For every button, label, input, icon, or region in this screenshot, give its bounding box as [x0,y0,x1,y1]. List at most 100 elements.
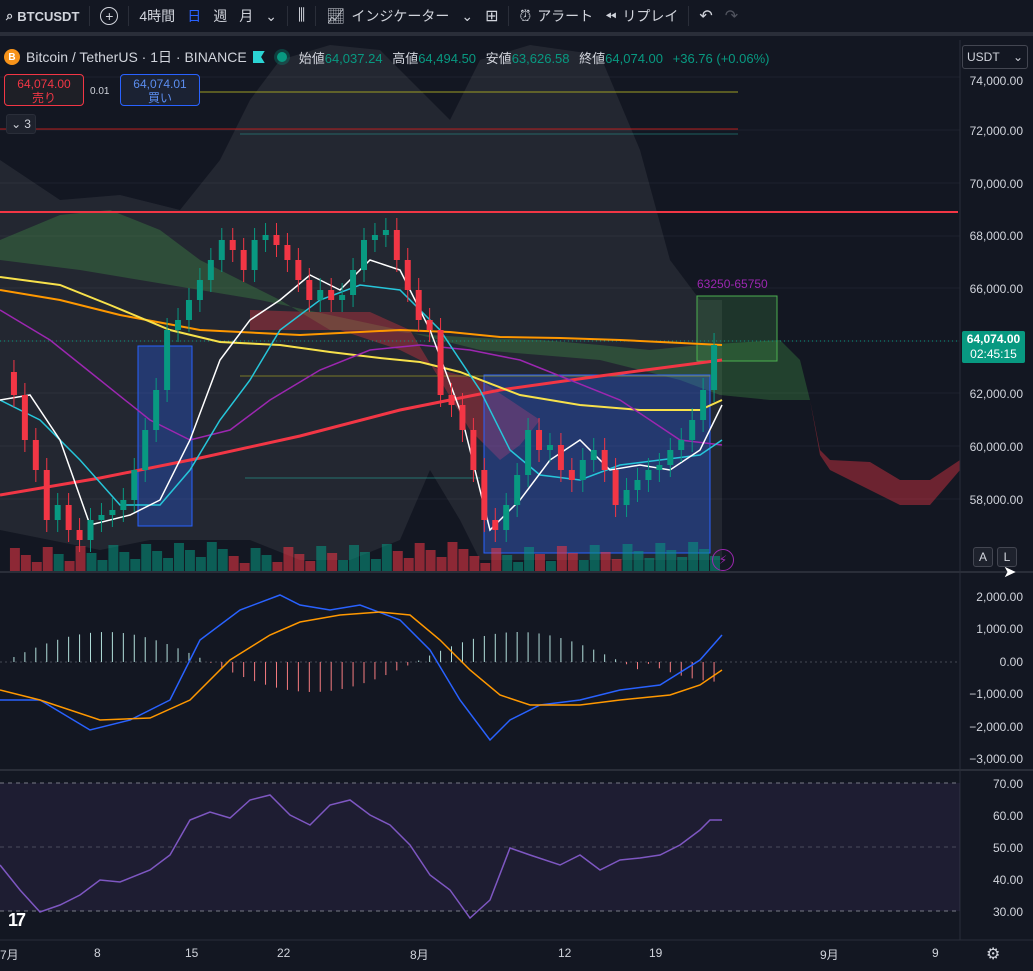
volume-bar [184,550,195,571]
candle-body [65,505,72,530]
replay-label: リプレイ [622,8,679,24]
volume-bar [75,546,86,571]
redo-icon: ↷ [724,8,739,25]
volume-bar [600,552,611,571]
buy-label: 買い [147,91,172,105]
replay-button[interactable]: ⏪︎ リプレイ [599,0,684,32]
volume-bar [64,561,75,571]
plus-icon: + [100,7,119,25]
volume-bar [469,556,480,571]
ma-white [0,259,723,532]
interval-1m[interactable]: 月 [239,8,254,24]
price-axis-label: 66,000.00 [969,282,1023,296]
indicators-button[interactable]: 📈︎ インジケーター [320,0,455,32]
volume-bar [42,547,53,571]
candle-body [579,460,586,480]
price-axis-label: 72,000.00 [969,124,1023,138]
candle-body [185,300,192,320]
time-axis-label: 12 [558,946,572,960]
candle-body [131,470,138,500]
macd-line [0,594,723,742]
macd-axis-label: 1,000.00 [976,622,1023,636]
volume-bar [392,551,403,571]
candle-body [350,270,357,295]
ichimoku-cloud-green [0,210,810,400]
time-axis-label: 15 [185,946,199,960]
candle-body [295,260,302,280]
log-scale-button[interactable]: L [997,547,1017,567]
sell-price: 64,074.00 [17,77,71,91]
price-axis-label: 60,000.00 [969,440,1023,454]
lightning-icon[interactable]: ⚡︎ [712,549,734,571]
symbol-search[interactable]: ⌕ BTCUSDT [0,0,85,32]
volume-bar [163,558,174,571]
time-axis-label: 7月 [0,948,19,962]
alert-button[interactable]: ⏰︎ アラート [513,0,599,32]
candle-body [503,505,510,530]
ma-red [0,358,723,497]
macd-axis-label: −1,000.00 [969,687,1023,701]
volume-bar [688,542,699,571]
spread-value: 0.01 [90,86,110,97]
ohlc-values: 始値64,037.24 高値64,494.50 安値63,626.58 終値64… [298,50,770,66]
candle-body [470,430,477,470]
volume-bar [666,550,677,571]
layout-button[interactable]: ⊞ [479,0,504,32]
divider [315,6,317,26]
candle-body [612,470,619,505]
volume-bar [447,542,458,571]
range-box-label: 63250-65750 [697,277,768,291]
candle-body [371,235,378,240]
interval-1w[interactable]: 週 [213,8,228,24]
candle-body [634,480,641,490]
candle-body [10,372,17,395]
volume-bar [622,544,633,571]
candle-body [262,235,269,240]
volume-bar [436,557,447,571]
currency-select[interactable]: USDT ⌄ [962,45,1028,69]
price-axis-label: 74,000.00 [969,74,1023,88]
candle-body [54,505,61,520]
candle-body [459,405,466,430]
gear-icon[interactable]: ⚙︎ [986,946,1001,963]
rsi-axis-label: 50.00 [992,841,1023,855]
volume-bar [250,548,261,571]
currency-label: USDT [967,50,1000,64]
volume-bar [524,547,535,571]
candle-body [601,450,608,470]
indicators-menu-button[interactable]: ⌄ [455,0,479,32]
sell-button[interactable]: 64,074.00 売り [4,74,84,106]
volume-bar [228,556,239,571]
undo-button[interactable]: ↶ [693,0,718,32]
candle-body [196,280,203,300]
interval-menu-button[interactable]: ⌄ [259,0,283,32]
rsi-line [0,794,722,920]
volume-bar [97,560,108,571]
redo-button[interactable]: ↷ [719,0,744,32]
candle-body [306,280,313,300]
interval-1d[interactable]: 日 [187,8,202,24]
volume-bar [349,545,359,571]
chart-type-button[interactable]: ⫼ [292,0,311,32]
volume-bar [174,543,184,571]
add-symbol-button[interactable]: + [94,0,124,32]
tradingview-logo-icon[interactable]: 17 [8,910,26,930]
candle-body [667,450,674,465]
interval-4h[interactable]: 4時間 [139,8,176,24]
volume-bar [327,553,338,571]
auto-scale-button[interactable]: A [973,547,993,567]
volume-bar [677,557,688,571]
candle-body [164,330,171,390]
top-toolbar: ⌕ BTCUSDT + 4時間 日 週 月 ⌄ ⫼ 📈︎ インジケーター ⌄ ⊞… [0,0,1033,36]
indicators-icon: 📈︎ [326,8,346,25]
market-status-icon[interactable] [276,52,287,62]
indicators-collapse-button[interactable]: ⌄ 3 [6,114,36,134]
flag-icon[interactable] [252,51,265,63]
candles-icon: ⫼ [297,7,306,24]
candle-body [361,240,367,270]
alert-label: アラート [537,8,594,24]
legend-title[interactable]: Bitcoin / TetherUS · 1日 · BINANCE [26,49,247,65]
candle-body [43,470,50,520]
buy-button[interactable]: 64,074.01 買い [120,74,200,106]
